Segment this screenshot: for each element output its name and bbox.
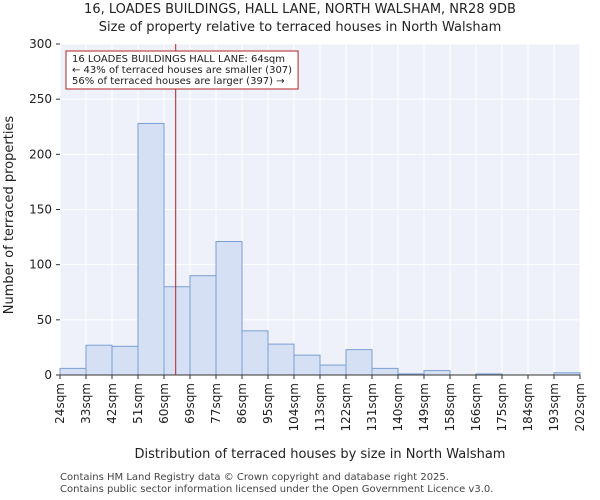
annotation-box: 16 LOADES BUILDINGS HALL LANE: 64sqm ← 4… bbox=[65, 50, 299, 90]
x-axis: 24sqm 33sqm 42sqm 51sqm 60sqm 69sqm 77sqm 86sqm… bbox=[53, 374, 587, 431]
bar-149sqm bbox=[423, 370, 451, 376]
annotation-border bbox=[65, 50, 299, 90]
x-tick-label: 86sqm bbox=[235, 383, 249, 424]
footer-line-2: Contains public sector information licen… bbox=[60, 484, 494, 495]
x-tick-label: 24sqm bbox=[53, 383, 67, 424]
bar-51sqm bbox=[137, 122, 165, 376]
y-tick-label: 0 bbox=[44, 368, 52, 382]
bar-86sqm bbox=[241, 330, 269, 376]
footer-line-1: Contains HM Land Registry data © Crown c… bbox=[60, 472, 449, 483]
bar-24sqm bbox=[59, 367, 87, 376]
x-tick-label: 69sqm bbox=[183, 383, 197, 424]
x-tick-label: 60sqm bbox=[157, 383, 171, 424]
y-tick-label: 250 bbox=[29, 92, 52, 106]
x-tick-label: 175sqm bbox=[495, 383, 509, 431]
bar-131sqm bbox=[371, 367, 399, 376]
bar-104sqm bbox=[293, 354, 321, 376]
annotation-line-1: 16 LOADES BUILDINGS HALL LANE: 64sqm bbox=[72, 54, 285, 65]
x-tick-label: 193sqm bbox=[547, 383, 561, 431]
y-axis: 0 50 100 150 200 250 300 bbox=[29, 37, 60, 382]
bar-69sqm bbox=[189, 275, 217, 376]
chart-subtitle: Size of property relative to terraced ho… bbox=[99, 20, 502, 35]
x-tick-label: 104sqm bbox=[287, 383, 301, 431]
x-tick-label: 140sqm bbox=[391, 383, 405, 431]
y-tick-label: 150 bbox=[29, 203, 52, 217]
chart-title: 16, LOADES BUILDINGS, HALL LANE, NORTH W… bbox=[84, 2, 516, 17]
x-tick-label: 184sqm bbox=[521, 383, 535, 431]
x-tick-label: 95sqm bbox=[261, 383, 275, 424]
y-tick-label: 200 bbox=[29, 147, 52, 161]
bar-77sqm bbox=[215, 240, 243, 376]
bar-113sqm bbox=[319, 364, 347, 376]
x-tick-label: 77sqm bbox=[209, 383, 223, 424]
annotation-line-2: ← 43% of terraced houses are smaller (30… bbox=[72, 65, 292, 76]
x-tick-label: 51sqm bbox=[131, 383, 145, 424]
x-tick-label: 122sqm bbox=[339, 383, 353, 431]
x-tick-label: 131sqm bbox=[365, 383, 379, 431]
x-tick-label: 113sqm bbox=[313, 383, 327, 431]
annotation-line-3: 56% of terraced houses are larger (397) … bbox=[72, 76, 285, 87]
x-tick-label: 149sqm bbox=[417, 383, 431, 431]
x-tick-label: 202sqm bbox=[573, 383, 587, 431]
bar-122sqm bbox=[345, 349, 373, 376]
y-tick-label: 300 bbox=[29, 37, 52, 51]
y-axis-label: Number of terraced properties bbox=[2, 116, 17, 315]
x-axis-label: Distribution of terraced houses by size … bbox=[135, 447, 506, 462]
bar-33sqm bbox=[85, 344, 113, 376]
bar-95sqm bbox=[267, 343, 295, 376]
x-tick-label: 42sqm bbox=[105, 383, 119, 424]
x-tick-label: 158sqm bbox=[443, 383, 457, 431]
bar-42sqm bbox=[111, 345, 139, 376]
x-tick-label: 166sqm bbox=[469, 383, 483, 431]
y-tick-label: 50 bbox=[37, 313, 52, 327]
y-tick-label: 100 bbox=[29, 258, 52, 272]
bar-60sqm bbox=[163, 286, 191, 376]
x-tick-label: 33sqm bbox=[79, 383, 93, 424]
chart: 16, LOADES BUILDINGS, HALL LANE, NORTH W… bbox=[2, 2, 587, 462]
